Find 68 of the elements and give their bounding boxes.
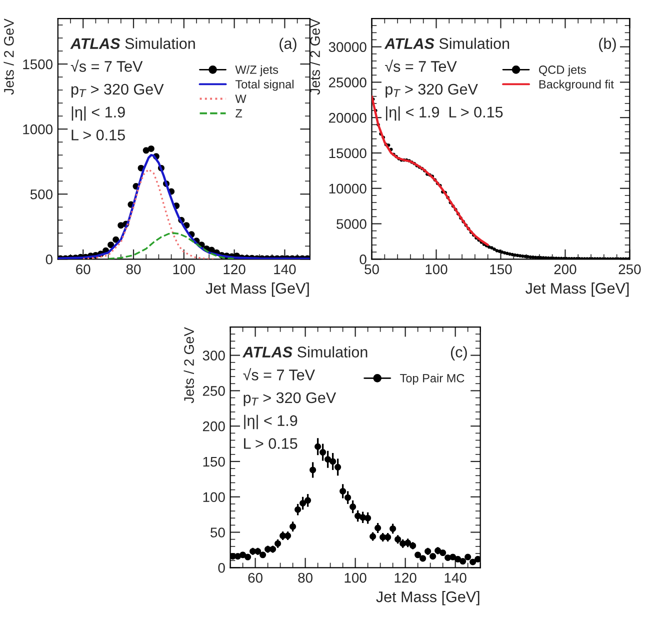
x-tick-label: 60 [76,264,90,274]
y-axis-title: Jets / 2 GeV [310,18,320,95]
annotation: ATLAS [242,346,292,358]
y-tick-label: 10000 [329,184,366,194]
annotation: Simulation [125,38,195,49]
annotation: (a) [280,38,296,52]
annotation: |η| < 1.9 [244,414,298,430]
y-tick-label: 15000 [329,148,366,158]
x-tick-label: 100 [426,264,448,274]
y-tick-label: 250 [202,386,225,396]
x-tick-label: 80 [298,572,312,583]
annotation: p$_{T}$ > 320 GeV [386,84,478,98]
x-tick-label: 120 [394,572,416,583]
y-tick-label: 300 [202,350,225,360]
legend-label: W/Z jets [235,65,278,76]
annotation: √s = 7 TeV [70,60,143,72]
legend-label: W [235,94,246,103]
annotation: ATLAS [384,38,434,49]
point [148,145,154,152]
y-tick-label: 25000 [328,78,366,88]
annotation: (c) [450,346,467,360]
annotation: √s = 7 TeV [243,368,315,380]
y-tick-label: 100 [203,492,225,502]
y-tick-label: 0 [218,562,225,573]
point [108,242,114,248]
x-tick-label: 120 [224,264,246,274]
legend-label: Top Pair MC [400,374,464,385]
point [112,236,120,243]
y-tick-label: 50 [210,528,225,538]
annotation: L > 0.15 [244,438,298,449]
x-tick-label: 50 [364,264,379,274]
y-tick-label: 1000 [23,124,53,134]
x-tick-label: 60 [248,572,262,583]
legend-label: Total signal [235,80,294,91]
annotation: |η| < 1.9 [72,106,125,121]
annotation: p$_{T}$ > 320 GeV [244,392,336,406]
annotation: ATLAS [70,38,120,49]
annotation: Simulation [298,346,368,358]
x-axis-title: Jet Mass [GeV] [376,591,480,606]
y-tick-label: 20000 [328,112,366,123]
x-axis-title: Jet Mass [GeV] [206,282,309,297]
y-axis-title: Jets / 2 GeV [4,18,14,95]
y-tick-label: 5000 [336,219,366,229]
legend-label: Z [236,109,242,118]
y-axis-title: Jets / 2 GeV [184,327,194,404]
annotation: L > 0.15 [72,130,125,140]
y-tick-label: 0 [46,254,52,264]
y-tick-label: 200 [202,421,225,432]
y-tick-label: 1500 [23,59,53,70]
x-tick-label: 140 [274,264,296,274]
annotation: Simulation [439,38,510,49]
y-tick-label: 150 [203,456,225,467]
y-tick-label: 0 [360,254,366,264]
legend-label: QCD jets [539,65,586,76]
x-tick-label: 100 [173,264,195,274]
annotation: |η| < 1.9 L > 0.15 [386,106,503,121]
x-axis-title: Jet Mass [GeV] [526,282,629,297]
x-tick-label: 140 [444,572,466,583]
x-tick-label: 250 [618,264,641,274]
legend-label: Background fit [539,80,614,91]
y-tick-label: 30000 [328,42,366,52]
annotation: √s = 7 TeV [385,60,457,72]
annotation: (b) [599,38,616,52]
x-tick-label: 80 [126,264,141,274]
y-tick-label: 500 [30,189,52,200]
x-tick-label: 150 [490,264,512,274]
x-tick-label: 200 [554,264,576,274]
annotation: p$_{T}$ > 320 GeV [71,84,164,98]
